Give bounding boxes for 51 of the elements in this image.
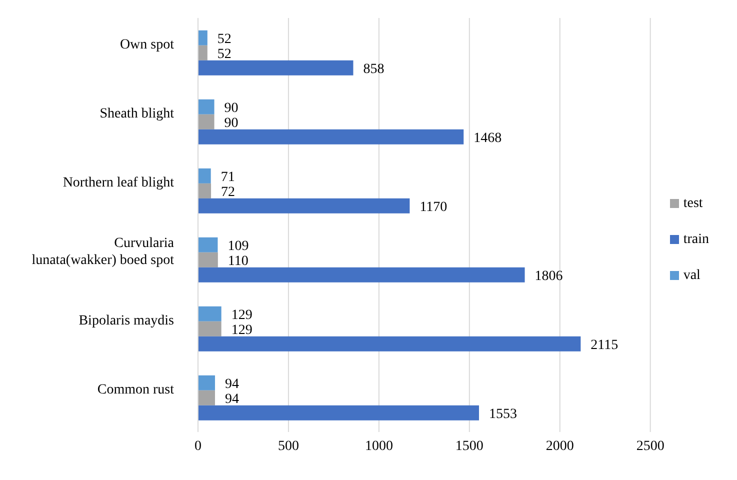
bar	[198, 375, 216, 390]
bar	[198, 30, 208, 46]
data-label: 94	[225, 392, 240, 407]
data-label: 110	[228, 254, 248, 269]
bar	[198, 267, 525, 282]
bar	[198, 168, 211, 184]
data-label: 129	[231, 308, 252, 323]
data-label: 1468	[474, 130, 502, 146]
legend-label: val	[683, 268, 700, 283]
bar	[198, 390, 216, 406]
data-label: 1806	[534, 268, 563, 284]
x-tick-label: 2000	[546, 438, 574, 454]
data-label: 52	[217, 32, 232, 47]
data-label: 1170	[420, 200, 448, 215]
x-tick-label: 1500	[455, 438, 484, 454]
bar	[198, 198, 410, 214]
data-label: 858	[363, 62, 384, 77]
bar	[198, 60, 354, 76]
y-tick-label: Bipolaris maydis	[78, 313, 174, 328]
bar	[198, 114, 214, 130]
data-label: 90	[224, 100, 238, 116]
data-label: 94	[225, 376, 240, 392]
y-tick-label: Own spot	[120, 37, 174, 52]
y-tick-label: Curvularia lunata(wakker) boed spot	[32, 236, 175, 268]
bar	[198, 45, 208, 60]
bar	[198, 129, 464, 144]
data-label: 52	[217, 46, 232, 62]
data-label: 2115	[590, 338, 618, 353]
data-label: 90	[224, 116, 238, 131]
bar	[198, 252, 218, 268]
x-tick-label: 500	[278, 438, 299, 454]
x-tick-label: 2500	[636, 438, 664, 454]
bar	[198, 321, 222, 336]
data-label: 71	[220, 170, 235, 185]
x-tick-label: 1000	[364, 438, 393, 454]
data-label: 72	[221, 184, 236, 200]
y-tick-label: Sheath blight	[100, 106, 174, 121]
bar	[198, 99, 214, 114]
data-label: 1553	[488, 406, 517, 422]
bar	[198, 336, 581, 352]
y-tick-label: Common rust	[97, 382, 174, 397]
data-label: 129	[231, 322, 252, 338]
bar	[198, 306, 222, 322]
bar	[198, 237, 218, 252]
data-label: 109	[228, 238, 249, 254]
bar	[198, 405, 479, 420]
bar	[198, 183, 212, 198]
legend-label: test	[683, 196, 703, 211]
legend-label: train	[683, 232, 709, 247]
x-tick-label: 0	[194, 438, 202, 454]
y-tick-label: Northern leaf blight	[62, 175, 174, 190]
